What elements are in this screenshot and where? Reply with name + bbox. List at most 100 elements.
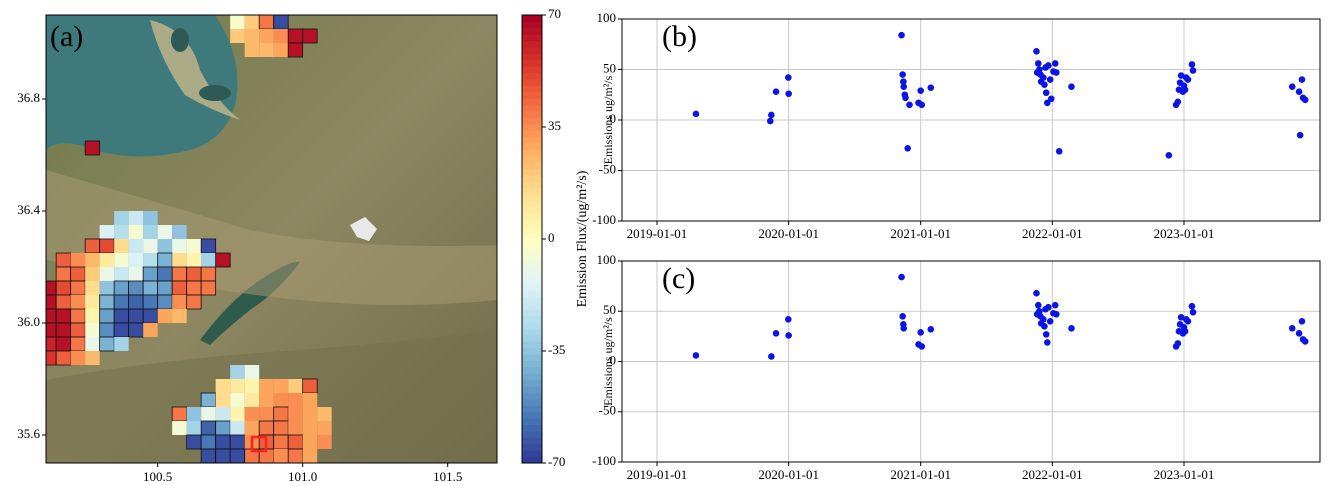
colorbar-segment (522, 40, 542, 48)
colorbar-segment (522, 66, 542, 74)
panel-label: (a) (50, 20, 83, 53)
colorbar-segment (522, 437, 542, 445)
point (898, 31, 905, 39)
colorbar-segment (522, 296, 542, 304)
cell (201, 253, 216, 267)
x-tick-label: 101.0 (288, 469, 317, 484)
point (692, 352, 700, 359)
colorbar-segment (522, 232, 542, 240)
cell (55, 280, 72, 296)
point (1181, 86, 1189, 93)
point (1036, 66, 1043, 73)
colorbar-segment (522, 79, 542, 86)
cell (258, 15, 275, 30)
cell (288, 421, 303, 435)
y-tick-label: 50 (603, 302, 616, 317)
point (1053, 69, 1060, 76)
point (1295, 88, 1303, 96)
cell (186, 434, 202, 450)
cell (186, 407, 202, 421)
colorbar-segment (522, 386, 542, 394)
colorbar-segment (522, 85, 542, 93)
cell (273, 43, 289, 57)
point (1045, 62, 1052, 69)
x-tick-label: 2020-01-01 (758, 226, 819, 241)
cell (157, 225, 173, 239)
colorbar-segment (522, 328, 542, 336)
point (1298, 76, 1306, 83)
colorbar-segment (522, 271, 542, 278)
colorbar-label: Emission Flux/(ug/m²/s) (575, 170, 590, 307)
point (1288, 325, 1296, 332)
cell (200, 434, 217, 450)
cell (302, 435, 318, 449)
x-tick-label: 2019-01-01 (627, 226, 688, 241)
cell (201, 407, 216, 421)
point (1068, 325, 1075, 332)
colorbar-segment (522, 117, 542, 125)
colorbar-segment (522, 104, 542, 112)
point (1034, 60, 1042, 67)
cell (99, 225, 115, 239)
cell (55, 308, 72, 324)
cell (114, 267, 129, 281)
cell (317, 421, 332, 435)
cell (85, 351, 100, 365)
point (1042, 89, 1050, 97)
cell (200, 238, 217, 254)
cell (157, 239, 173, 253)
point (784, 315, 792, 323)
y-tick-label: -100 (592, 212, 616, 227)
cell (273, 434, 289, 450)
x-tick-label: 101.5 (433, 469, 462, 484)
cell (171, 266, 188, 282)
cell (114, 239, 129, 253)
colorbar-segment (522, 245, 542, 253)
cell (114, 225, 129, 239)
cell (186, 280, 202, 296)
y-tick-label: -50 (599, 403, 616, 418)
cell (215, 407, 231, 421)
x-tick-label: 2020-01-01 (758, 467, 819, 482)
cell (230, 365, 245, 379)
y-tick-label: 0 (610, 352, 617, 367)
colorbar-segment (522, 162, 542, 170)
cell (172, 295, 187, 309)
colorbar-segment (522, 213, 542, 221)
colorbar-segment (522, 341, 542, 349)
colorbar-segment (522, 34, 542, 42)
colorbar-tick-label: -70 (548, 454, 565, 469)
cell (287, 448, 304, 463)
colorbar-segment (522, 379, 542, 387)
cell (70, 322, 86, 338)
cell (244, 15, 260, 29)
point (902, 94, 909, 102)
cell (317, 435, 332, 449)
cell (172, 421, 187, 435)
cell (200, 280, 217, 296)
cell (70, 266, 86, 282)
cell (258, 420, 275, 436)
cell (142, 280, 159, 296)
cell (273, 379, 289, 393)
colorbar-segment (522, 290, 542, 298)
cell (85, 323, 100, 337)
point (1043, 339, 1051, 346)
y-tick-label: -100 (592, 453, 616, 468)
cell (99, 238, 115, 254)
point (918, 343, 926, 350)
cell (273, 449, 289, 463)
cell (128, 225, 144, 239)
y-tick-label: 36.4 (17, 202, 40, 217)
point (1043, 99, 1051, 107)
colorbar-segment (522, 431, 542, 438)
colorbar-segment (522, 367, 542, 374)
colorbar-segment (522, 347, 542, 355)
colorbar-tick-label: 70 (548, 6, 561, 21)
cell (230, 379, 245, 393)
point (1165, 152, 1173, 159)
cell (172, 239, 187, 253)
y-tick-label: 0 (610, 111, 617, 126)
colorbar-segment (522, 258, 542, 266)
